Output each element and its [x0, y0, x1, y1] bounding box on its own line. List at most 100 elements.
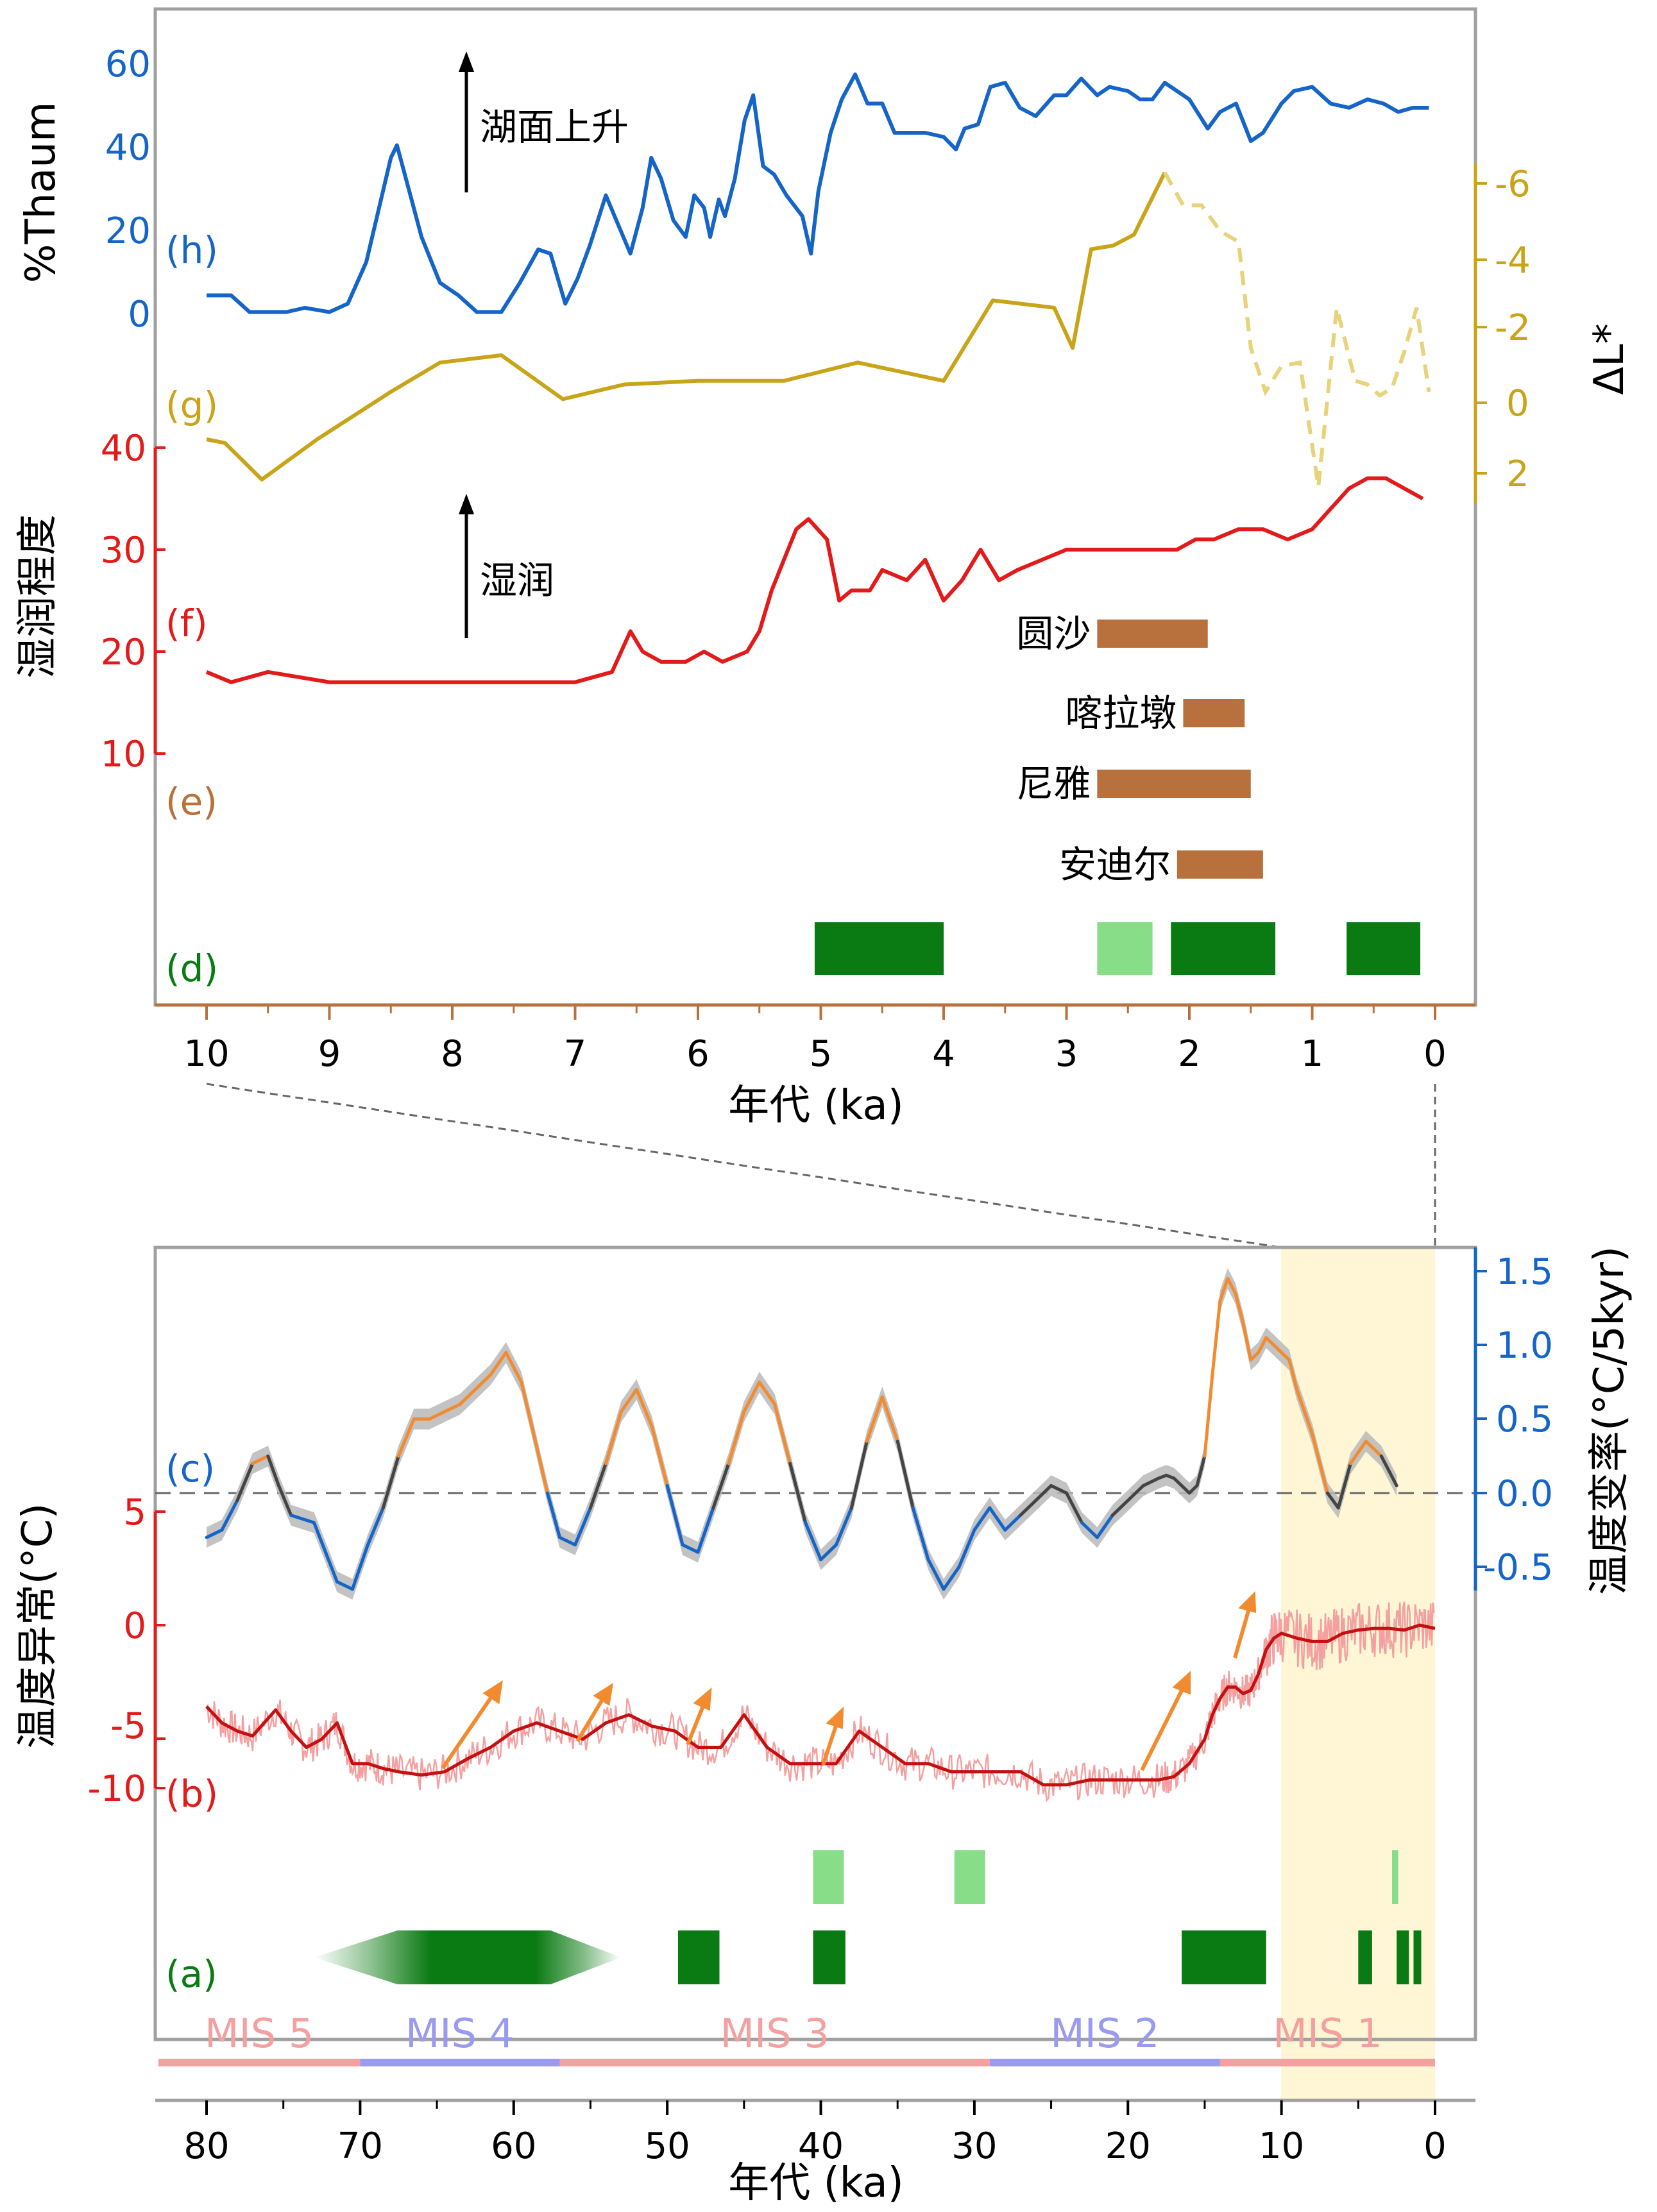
rate-segment [896, 1439, 915, 1510]
panel-label-c: (c) [166, 1447, 215, 1490]
c-tick-label: 0.5 [1496, 1399, 1553, 1440]
rate-segment [604, 1410, 623, 1465]
rate-segment [558, 1535, 577, 1547]
humid-period-bar [1347, 922, 1421, 975]
rate-segment [220, 1499, 239, 1532]
x-tick-label: 10 [1259, 2125, 1304, 2167]
mis-label: MIS 2 [1050, 2010, 1159, 2057]
site-bar [1097, 770, 1251, 798]
dark-green-bar [1397, 1930, 1409, 1984]
rate-segment [1141, 1476, 1160, 1487]
temperature-smoothed-line [205, 1623, 1436, 1787]
rate-segment [911, 1506, 930, 1562]
rate-segment [1348, 1439, 1368, 1465]
f-tick-label: 40 [101, 428, 146, 469]
b-tick-label: 5 [123, 1492, 146, 1533]
warming-arrow-head [482, 1680, 503, 1705]
rate-segment [1280, 1351, 1291, 1362]
rate-segment [1264, 1336, 1276, 1347]
panel-a-bars [314, 1850, 1422, 1984]
light-green-bar [1391, 1850, 1398, 1904]
light-green-bar [954, 1850, 985, 1904]
rate-segment [366, 1506, 385, 1547]
f-axis-title: 湿润程度 [14, 514, 62, 679]
warming-arrow [686, 1701, 706, 1746]
warming-arrow-head [826, 1706, 844, 1730]
x-tick-label: 0 [1423, 2125, 1447, 2167]
x-tick-label: 2 [1178, 1033, 1201, 1075]
rate-segment [619, 1388, 638, 1414]
site-label: 喀拉墩 [1065, 691, 1177, 735]
moisture-arrow-head [459, 494, 474, 514]
rate-segment [1241, 1321, 1253, 1362]
rate-segment [804, 1521, 822, 1562]
warming-arrow-head [593, 1682, 614, 1706]
rate-segment [1234, 1292, 1245, 1325]
g-tick-label: -4 [1495, 240, 1531, 282]
x-tick-label: 20 [1105, 2125, 1151, 2167]
rate-segment [1187, 1483, 1199, 1495]
rate-segment [988, 1506, 1007, 1532]
x-tick-label: 7 [564, 1033, 587, 1075]
mis-label: MIS 5 [205, 2010, 314, 2057]
rate-segment [458, 1388, 477, 1406]
rate-segment [1195, 1454, 1207, 1487]
warming-arrow-head [693, 1687, 712, 1711]
b-tick-label: -10 [88, 1768, 146, 1810]
rate-segment [711, 1462, 731, 1510]
bottom-panel: (c) (b) (a) 5 0 -5 -10 温度异常(°C) 1.5 1.0 … [14, 1245, 1633, 2207]
x-tick-label: 9 [318, 1033, 341, 1075]
rate-segment [1110, 1499, 1130, 1517]
bottom-panel-lines [205, 1268, 1436, 1803]
rate-segment [1364, 1439, 1383, 1458]
warming-arrow-head [1172, 1671, 1191, 1695]
x-tick-label: 80 [183, 2125, 229, 2167]
panel-label-e: (e) [166, 780, 217, 823]
bottom-x-axis-title: 年代 (ka) [728, 2159, 903, 2207]
g-tick-label: -2 [1495, 307, 1531, 349]
rate-segment [1034, 1483, 1053, 1503]
rate-segment [926, 1558, 946, 1591]
panel-label-d: (d) [166, 947, 218, 990]
rate-segment [1325, 1491, 1340, 1510]
c-axis-title: 温度变率(°C/5kyr) [1586, 1246, 1633, 1595]
rate-segment [335, 1580, 354, 1591]
rate-segment [1049, 1483, 1068, 1495]
rate-segment [574, 1506, 592, 1547]
rate-segment [1080, 1521, 1099, 1539]
rate-segment [650, 1424, 669, 1487]
rate-segment [427, 1410, 446, 1421]
dark-green-bar [677, 1930, 720, 1984]
b-axis-ticks: 5 0 -5 -10 [88, 1492, 166, 1810]
rate-segment [312, 1521, 339, 1583]
mis-segment [989, 2059, 1220, 2066]
top-x-axis-title: 年代 (ka) [728, 1082, 903, 1129]
rate-segment [473, 1372, 493, 1392]
site-label: 圆沙 [1016, 612, 1091, 655]
light-green-bar [813, 1850, 844, 1904]
g-tick-label: -6 [1495, 164, 1531, 205]
h-axis-title: %Thaum [17, 102, 65, 283]
mis-label: MIS 4 [405, 2010, 514, 2057]
rate-segment [1379, 1454, 1398, 1487]
h-tick-label: 60 [105, 44, 151, 85]
rate-segment [443, 1403, 462, 1414]
rate-segment [1218, 1277, 1230, 1303]
mis-segment [158, 2059, 361, 2066]
rate-segment [742, 1380, 761, 1414]
rate-segment [251, 1454, 270, 1465]
x-tick-label: 8 [441, 1033, 464, 1075]
b-axis-title: 温度异常(°C) [14, 1503, 62, 1749]
rate-segment [942, 1565, 961, 1591]
warming-arrow [1140, 1685, 1185, 1771]
rate-segment [289, 1514, 316, 1524]
site-label: 尼雅 [1016, 762, 1091, 806]
rate-segment [381, 1454, 400, 1510]
rate-segment [634, 1388, 654, 1428]
panel-d-bars [814, 922, 1421, 975]
x-tick-label: 70 [337, 2125, 383, 2167]
panel-label-b: (b) [166, 1772, 218, 1816]
x-tick-label: 10 [183, 1033, 229, 1075]
g-axis-ticks: -6 -4 -2 0 2 [1475, 164, 1531, 495]
rate-segment [696, 1506, 715, 1554]
